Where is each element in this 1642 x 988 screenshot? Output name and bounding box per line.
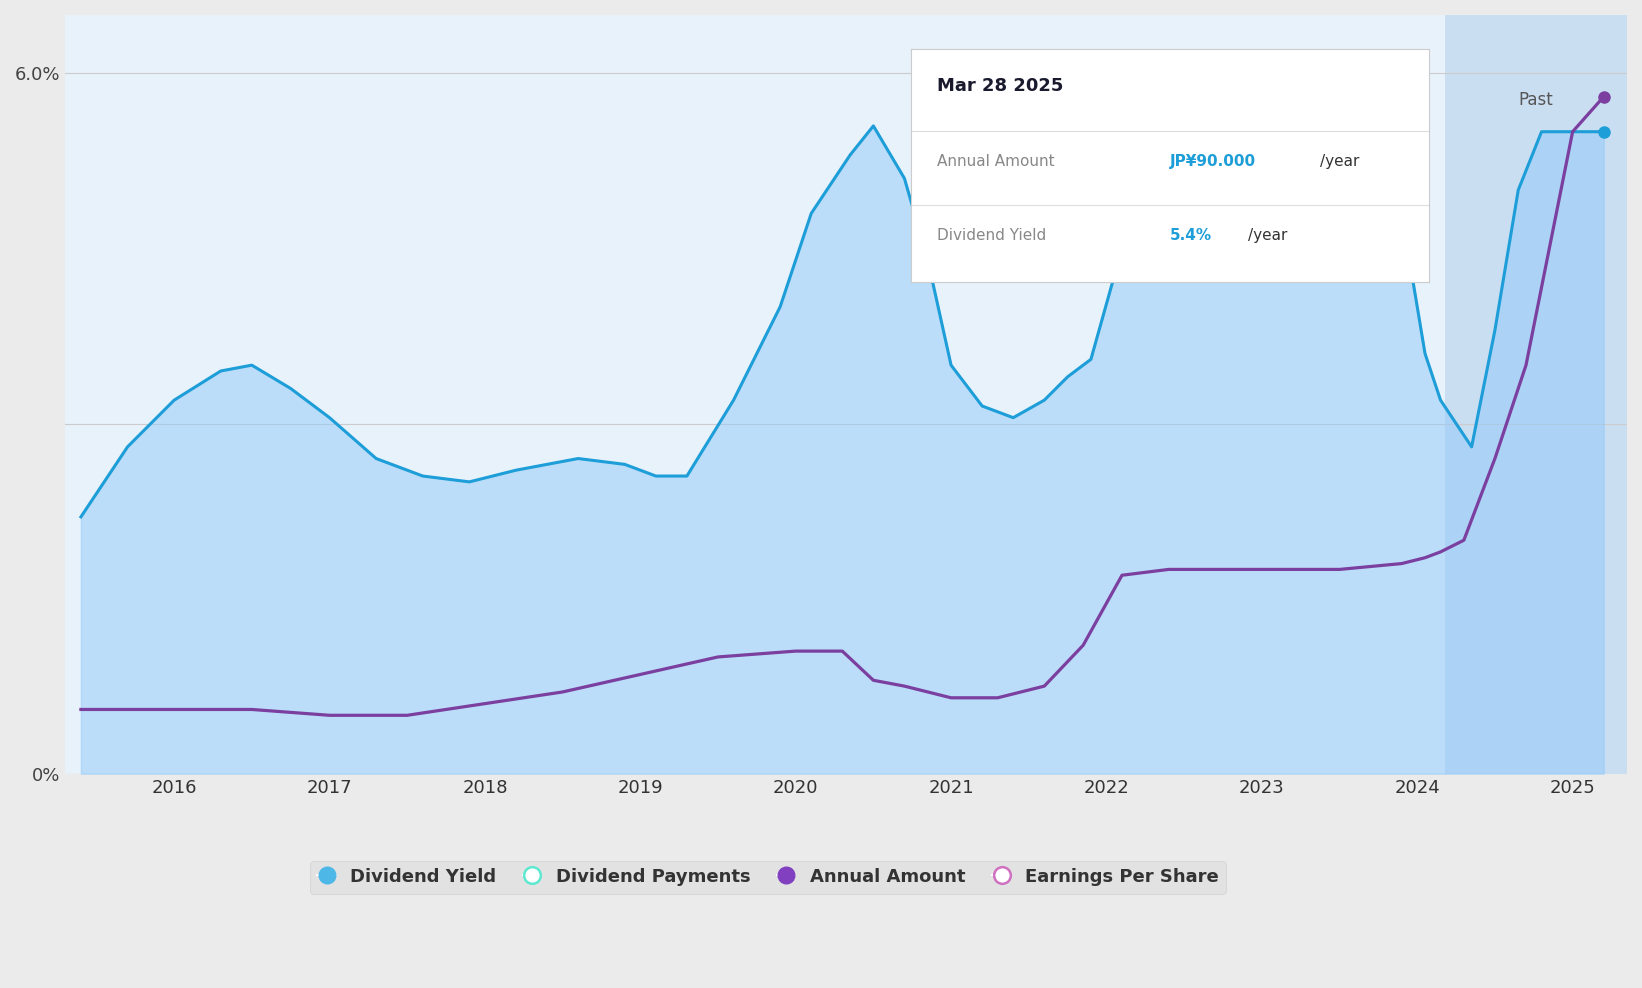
Text: 5.4%: 5.4% [1169,228,1212,243]
Text: Annual Amount: Annual Amount [938,154,1054,169]
Text: JP¥90.000: JP¥90.000 [1169,154,1256,169]
Text: /year: /year [1248,228,1287,243]
Text: Mar 28 2025: Mar 28 2025 [938,77,1064,95]
Text: /year: /year [1320,154,1360,169]
Bar [1445,15,1627,774]
Text: Past: Past [1517,91,1553,109]
Legend: Dividend Yield, Dividend Payments, Annual Amount, Earnings Per Share: Dividend Yield, Dividend Payments, Annua… [310,861,1227,893]
Text: Dividend Yield: Dividend Yield [938,228,1046,243]
